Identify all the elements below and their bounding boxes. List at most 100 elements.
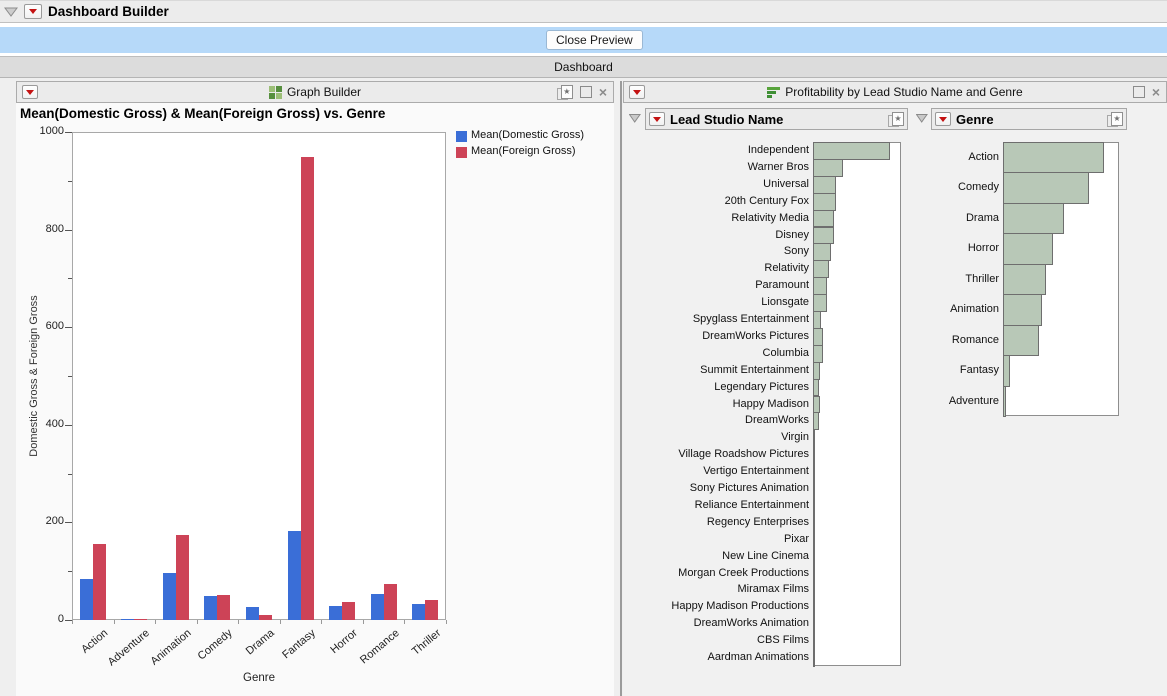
filter-category-label[interactable]: Romance	[849, 325, 999, 355]
bar[interactable]	[384, 584, 397, 620]
copy-report-icon[interactable]: ★	[556, 85, 573, 100]
filter-bar[interactable]	[813, 581, 815, 599]
filter-category-label[interactable]: Universal	[627, 176, 809, 193]
filter-category-label[interactable]: Morgan Creek Productions	[627, 565, 809, 582]
studio-menu-button[interactable]	[649, 112, 665, 126]
filter-bar[interactable]	[813, 565, 815, 583]
filter-bar[interactable]	[813, 497, 815, 515]
filter-bar[interactable]	[813, 514, 815, 532]
close-icon[interactable]: ×	[599, 85, 607, 99]
genre-menu-button[interactable]	[935, 112, 951, 126]
filter-bar[interactable]	[813, 227, 834, 245]
bar[interactable]	[204, 596, 217, 620]
bar[interactable]	[288, 531, 301, 620]
filter-category-label[interactable]: Virgin	[627, 429, 809, 446]
filter-bar[interactable]	[813, 260, 829, 278]
copy-report-icon[interactable]: ★	[1106, 112, 1123, 127]
filter-category-label[interactable]: Summit Entertainment	[627, 362, 809, 379]
filter-category-label[interactable]: Happy Madison Productions	[627, 598, 809, 615]
filter-bar[interactable]	[1003, 294, 1042, 325]
filter-category-label[interactable]: New Line Cinema	[627, 548, 809, 565]
filter-bar[interactable]	[813, 531, 815, 549]
filter-bar[interactable]	[813, 328, 823, 346]
filter-category-label[interactable]: Reliance Entertainment	[627, 497, 809, 514]
bar[interactable]	[371, 594, 384, 620]
bar[interactable]	[134, 619, 147, 620]
filter-category-label[interactable]: DreamWorks Animation	[627, 615, 809, 632]
bar[interactable]	[217, 595, 230, 620]
filter-category-label[interactable]: Lionsgate	[627, 294, 809, 311]
bar[interactable]	[93, 544, 106, 620]
filter-bar[interactable]	[813, 294, 827, 312]
filter-bar[interactable]	[813, 649, 815, 667]
bar[interactable]	[425, 600, 438, 620]
filter-category-label[interactable]: Pixar	[627, 531, 809, 548]
filter-bar[interactable]	[813, 548, 815, 566]
filter-bar[interactable]	[1003, 233, 1053, 264]
studio-disclosure-icon[interactable]	[629, 114, 641, 123]
filter-category-label[interactable]: Independent	[627, 142, 809, 159]
filter-bar[interactable]	[813, 429, 815, 447]
filter-bar[interactable]	[813, 463, 815, 481]
filter-bar[interactable]	[813, 243, 831, 261]
filter-bar[interactable]	[1003, 355, 1010, 386]
filter-bar[interactable]	[813, 345, 823, 363]
copy-report-icon[interactable]: ★	[887, 112, 904, 127]
genre-disclosure-icon[interactable]	[916, 114, 928, 123]
filter-category-label[interactable]: Disney	[627, 227, 809, 244]
filter-category-label[interactable]: Aardman Animations	[627, 649, 809, 666]
filter-category-label[interactable]: DreamWorks	[627, 412, 809, 429]
filter-bar[interactable]	[813, 311, 821, 329]
filter-bar[interactable]	[813, 412, 819, 430]
filter-category-label[interactable]: 20th Century Fox	[627, 193, 809, 210]
filter-bar[interactable]	[1003, 264, 1046, 295]
maximize-icon[interactable]	[580, 86, 592, 98]
filter-category-label[interactable]: CBS Films	[627, 632, 809, 649]
maximize-icon[interactable]	[1133, 86, 1145, 98]
bar[interactable]	[301, 157, 314, 620]
filter-category-label[interactable]: Drama	[849, 203, 999, 233]
filter-category-label[interactable]: Regency Enterprises	[627, 514, 809, 531]
filter-category-label[interactable]: Comedy	[849, 172, 999, 202]
filter-bar[interactable]	[813, 277, 827, 295]
filter-category-label[interactable]: Paramount	[627, 277, 809, 294]
filter-category-label[interactable]: Animation	[849, 294, 999, 324]
bar[interactable]	[246, 607, 259, 620]
filter-category-label[interactable]: Horror	[849, 233, 999, 263]
filter-bar[interactable]	[1003, 172, 1089, 203]
filter-category-label[interactable]: Spyglass Entertainment	[627, 311, 809, 328]
filter-category-label[interactable]: Relativity Media	[627, 210, 809, 227]
panel-divider[interactable]	[620, 81, 622, 696]
filter-bar[interactable]	[813, 193, 836, 211]
filter-bar[interactable]	[1003, 386, 1006, 417]
bar[interactable]	[176, 535, 189, 620]
filter-category-label[interactable]: DreamWorks Pictures	[627, 328, 809, 345]
filter-category-label[interactable]: Sony	[627, 243, 809, 260]
filter-category-label[interactable]: Vertigo Entertainment	[627, 463, 809, 480]
bar[interactable]	[163, 573, 176, 620]
filter-category-label[interactable]: Warner Bros	[627, 159, 809, 176]
filter-category-label[interactable]: Legendary Pictures	[627, 379, 809, 396]
filter-bar[interactable]	[813, 446, 815, 464]
filter-bar[interactable]	[1003, 325, 1039, 356]
bar[interactable]	[80, 579, 93, 620]
filter-category-label[interactable]: Action	[849, 142, 999, 172]
filter-bar[interactable]	[813, 379, 819, 397]
filter-category-label[interactable]: Fantasy	[849, 355, 999, 385]
filter-bar[interactable]	[1003, 203, 1064, 234]
filter-category-label[interactable]: Adventure	[849, 386, 999, 416]
outline-disclosure-icon[interactable]	[4, 6, 18, 18]
filter-category-label[interactable]: Relativity	[627, 260, 809, 277]
filter-bar[interactable]	[813, 396, 820, 414]
bar[interactable]	[259, 615, 272, 620]
bar[interactable]	[412, 604, 425, 620]
filter-category-label[interactable]: Happy Madison	[627, 396, 809, 413]
filter-bar[interactable]	[813, 480, 815, 498]
filter-bar[interactable]	[1003, 142, 1104, 173]
dashboard-builder-menu-button[interactable]	[24, 4, 42, 19]
filter-category-label[interactable]: Thriller	[849, 264, 999, 294]
filter-bar[interactable]	[813, 598, 815, 616]
bar[interactable]	[329, 606, 342, 620]
filter-bar[interactable]	[813, 210, 834, 228]
bar[interactable]	[342, 602, 355, 620]
